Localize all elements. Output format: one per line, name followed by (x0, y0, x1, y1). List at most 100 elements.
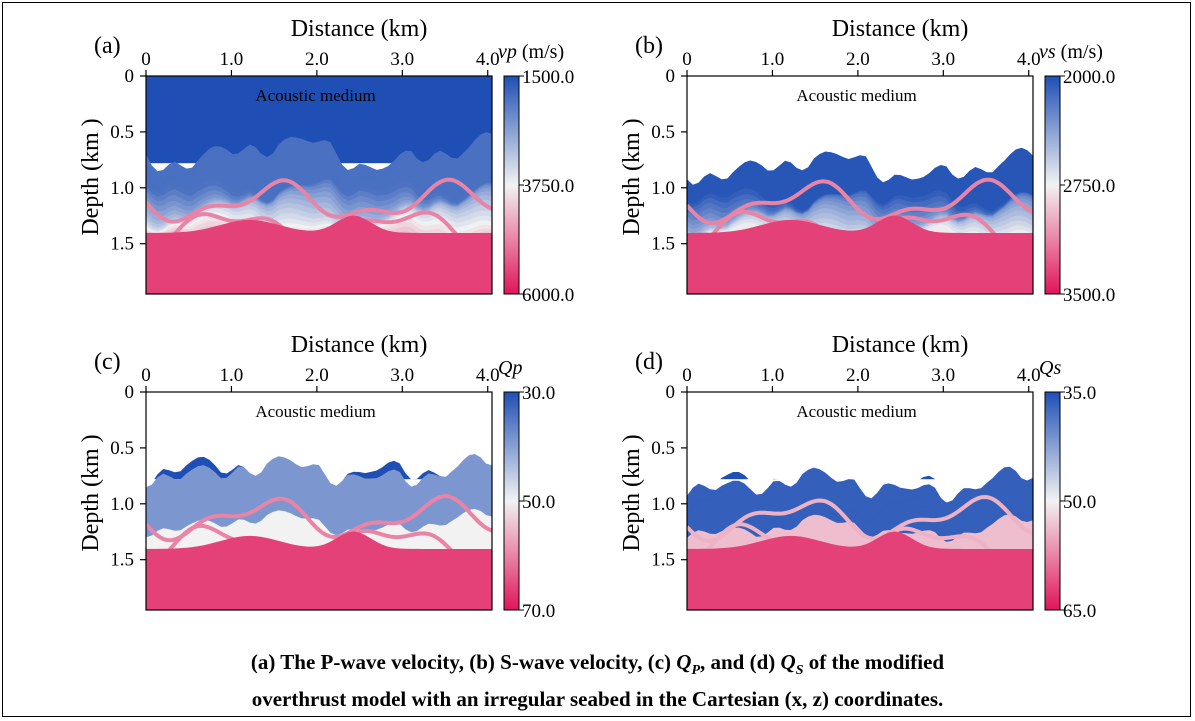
annotation-acoustic-medium: Acoustic medium (796, 402, 916, 421)
x-tick-label: 2.0 (846, 49, 870, 70)
figure-panels: 0 1.0 2.0 3.0 4.0 0 0.5 1.0 1.5 Distance (km) Dept… (78, 16, 1115, 622)
y-tick-label: 1.5 (651, 550, 675, 571)
y-tick-label: 1.5 (110, 550, 134, 571)
colorbar-tick-label: 70.0 (522, 601, 555, 622)
x-axis-title: Distance (km) (291, 332, 428, 358)
heatmap-area (146, 392, 492, 610)
thrust-reflector (687, 177, 1033, 226)
colorbar-label-unit: (m/s) (1056, 41, 1103, 63)
thrust-reflector (687, 494, 1033, 544)
x-tick-label: 2.0 (305, 49, 329, 70)
x-axis-title: Distance (km) (291, 16, 428, 42)
x-tick-label: 0 (141, 365, 151, 386)
x-tick-label: 1.0 (220, 365, 244, 386)
y-tick-label: 0.5 (651, 122, 675, 143)
colorbar-label: Qp (498, 357, 522, 379)
panel-label: (b) (635, 33, 663, 59)
panel-2: 0 1.0 2.0 3.0 4.0 0 0.5 1.0 1.5 Distance (km) Dept… (619, 16, 1115, 306)
colorbar-tick-label: 3500.0 (1063, 285, 1115, 306)
heatmap-area (146, 76, 492, 294)
colorbar-tick-label: 3750.0 (522, 176, 574, 197)
colorbar-label-unit: (m/s) (517, 41, 564, 63)
x-tick-label: 1.0 (761, 365, 785, 386)
colorbar-label-variable: vp (498, 41, 517, 63)
y-axis-label: Depth (km ) (78, 434, 104, 551)
x-tick-label: 0 (141, 49, 151, 70)
annotation-acoustic-medium: Acoustic medium (255, 402, 375, 421)
y-tick-label: 1.0 (110, 494, 134, 515)
x-tick-label: 0 (682, 49, 692, 70)
colorbar-tick-label: 50.0 (522, 492, 555, 513)
basement-dome (146, 531, 492, 610)
colorbar-label: vs (m/s) (1039, 41, 1103, 63)
y-tick-label: 0 (125, 66, 135, 87)
water-layer-q (146, 392, 492, 488)
annotation-acoustic-medium: Acoustic medium (796, 86, 916, 105)
y-tick-label: 1.5 (651, 234, 675, 255)
panel-1: 0 1.0 2.0 3.0 4.0 0 0.5 1.0 1.5 Distance (km) Dept… (78, 16, 574, 306)
colorbar-label: Qs (1039, 357, 1061, 379)
y-tick-label: 0 (125, 382, 135, 403)
water-layer-q (687, 392, 1033, 499)
thrust-reflector (146, 494, 492, 543)
x-tick-label: 3.0 (390, 365, 414, 386)
x-tick-label: 3.0 (931, 49, 955, 70)
x-axis-title: Distance (km) (832, 16, 969, 42)
x-tick-label: 4.0 (1017, 49, 1041, 70)
basement-dome (687, 531, 1033, 610)
colorbar-label-variable: Qs (1039, 357, 1061, 379)
x-tick-label: 1.0 (220, 49, 244, 70)
colorbar-tick-label: 50.0 (1063, 492, 1096, 513)
basement-dome (687, 215, 1033, 294)
colorbar-tick-label: 65.0 (1063, 601, 1096, 622)
colorbar-tick-label: 1500.0 (522, 67, 574, 88)
annotation-acoustic-medium: Acoustic medium (255, 86, 375, 105)
x-tick-label: 1.0 (761, 49, 785, 70)
figure-caption: (a) The P-wave velocity, (b) S-wave velo… (0, 648, 1195, 713)
panel-label: (d) (635, 349, 663, 375)
panel-label: (a) (94, 33, 121, 59)
water-layer-vs (687, 76, 1033, 179)
plot-frame (686, 391, 1034, 611)
x-tick-label: 4.0 (476, 49, 500, 70)
caption-line-1: (a) The P-wave velocity, (b) S-wave velo… (250, 650, 945, 679)
y-tick-label: 1.0 (651, 178, 675, 199)
colorbar (503, 391, 520, 611)
thrust-reflector (146, 177, 492, 224)
panel-4: 0 1.0 2.0 3.0 4.0 0 0.5 1.0 1.5 Distance (km) Dept… (619, 332, 1096, 622)
colorbar-label-variable: vs (1039, 41, 1056, 63)
heatmap-area (687, 76, 1033, 294)
x-tick-label: 3.0 (390, 49, 414, 70)
colorbar-label: vp (m/s) (498, 41, 564, 63)
y-axis-label: Depth (km ) (619, 118, 645, 235)
panel-label: (c) (94, 349, 121, 375)
y-tick-label: 1.0 (110, 178, 134, 199)
x-tick-label: 2.0 (846, 365, 870, 386)
basement-dome (146, 215, 492, 294)
colorbar (503, 75, 520, 295)
heatmap-area (687, 392, 1033, 610)
y-tick-label: 0.5 (110, 438, 134, 459)
plot-frame (686, 75, 1034, 295)
y-tick-label: 0 (666, 66, 676, 87)
colorbar (1044, 75, 1061, 295)
y-tick-label: 0.5 (110, 122, 134, 143)
panel-3: 0 1.0 2.0 3.0 4.0 0 0.5 1.0 1.5 Distance (km) Dept… (78, 332, 555, 622)
x-tick-label: 2.0 (305, 365, 329, 386)
x-axis-title: Distance (km) (832, 332, 969, 358)
x-tick-label: 3.0 (931, 365, 955, 386)
colorbar-label-variable: Qp (498, 357, 522, 379)
colorbar-tick-label: 35.0 (1063, 383, 1096, 404)
x-tick-label: 0 (682, 365, 692, 386)
x-tick-label: 4.0 (1017, 365, 1041, 386)
y-tick-label: 1.5 (110, 234, 134, 255)
colorbar-tick-label: 30.0 (522, 383, 555, 404)
y-tick-label: 0 (666, 382, 676, 403)
plot-frame (145, 75, 493, 295)
colorbar (1044, 391, 1061, 611)
colorbar-tick-label: 2000.0 (1063, 67, 1115, 88)
colorbar-tick-label: 2750.0 (1063, 176, 1115, 197)
caption-line-2: overthrust model with an irregular seabe… (251, 687, 944, 712)
y-tick-label: 1.0 (651, 494, 675, 515)
